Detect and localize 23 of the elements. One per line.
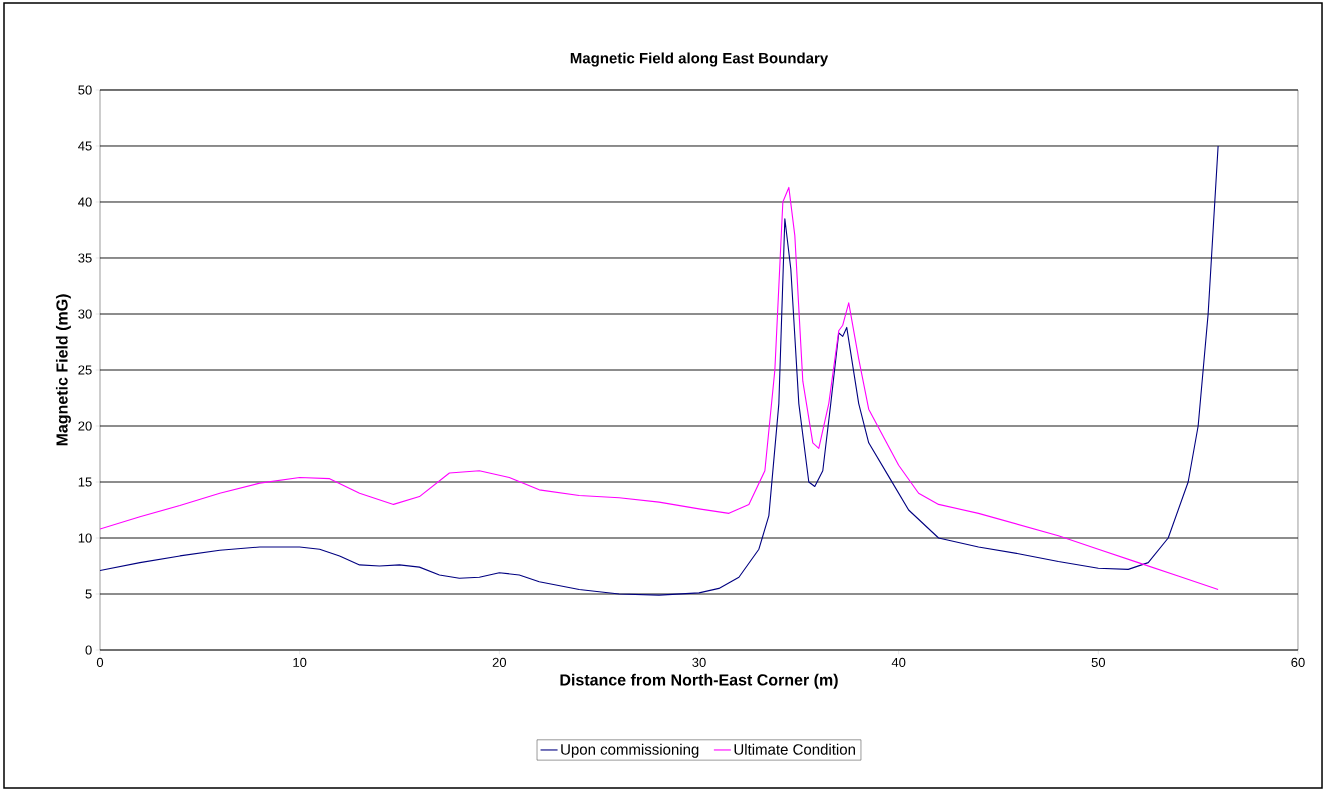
y-tick-label: 30 (78, 309, 92, 319)
y-tick-label: 5 (85, 589, 92, 599)
y-tick-label: 10 (78, 533, 92, 543)
legend-label: Ultimate Condition (734, 743, 855, 755)
chart-title: Magnetic Field along East Boundary (570, 52, 829, 67)
x-tick-label: 30 (692, 657, 706, 667)
x-tick-label: 10 (293, 657, 307, 667)
y-tick-label: 20 (78, 421, 92, 431)
x-tick-label: 0 (96, 657, 104, 667)
y-tick-label: 15 (78, 477, 92, 487)
y-tick-label: 45 (78, 141, 92, 151)
x-tick-label: 20 (492, 657, 507, 667)
x-tick-label: 40 (891, 657, 906, 667)
y-tick-label: 0 (85, 645, 92, 655)
legend-label: Upon commissioning (561, 743, 699, 758)
x-tick-label: 60 (1291, 657, 1305, 667)
x-tick-label: 50 (1091, 657, 1106, 667)
y-tick-label: 35 (78, 253, 92, 263)
y-tick-label: 50 (78, 85, 92, 95)
x-axis-title: Distance from North-East Corner (m) (560, 673, 838, 689)
y-tick-label: 25 (78, 365, 92, 375)
y-tick-label: 40 (78, 197, 92, 207)
y-axis-title: Magnetic Field (mG) (55, 294, 71, 446)
